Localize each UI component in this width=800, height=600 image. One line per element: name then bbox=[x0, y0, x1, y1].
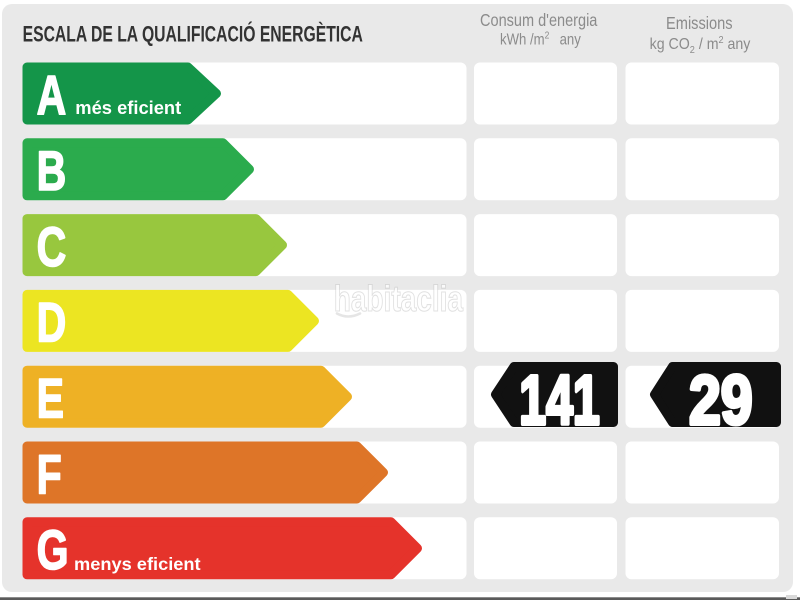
svg-text:ESCALA DE LA QUALIFICACIÓ ENER: ESCALA DE LA QUALIFICACIÓ ENERGÈTICA bbox=[23, 22, 363, 47]
svg-text:més eficient: més eficient bbox=[75, 98, 181, 118]
svg-text:habitaclia: habitaclia bbox=[334, 279, 464, 319]
svg-text:E: E bbox=[37, 369, 64, 430]
svg-text:D: D bbox=[37, 293, 67, 354]
svg-text:Consum d'energia: Consum d'energia bbox=[480, 10, 598, 30]
svg-text:kg CO2 / m2 any: kg CO2 / m2 any bbox=[650, 35, 751, 56]
svg-text:G: G bbox=[37, 520, 69, 581]
svg-text:menys eficient: menys eficient bbox=[74, 554, 201, 574]
svg-text:kWh /m2 any: kWh /m2 any bbox=[500, 30, 582, 49]
svg-text:B: B bbox=[37, 141, 67, 202]
svg-text:29: 29 bbox=[689, 361, 753, 440]
svg-text:A: A bbox=[37, 65, 67, 126]
svg-text:Emissions: Emissions bbox=[666, 13, 732, 33]
svg-text:C: C bbox=[37, 217, 67, 278]
svg-text:F: F bbox=[37, 444, 62, 505]
svg-text:141: 141 bbox=[519, 361, 599, 439]
